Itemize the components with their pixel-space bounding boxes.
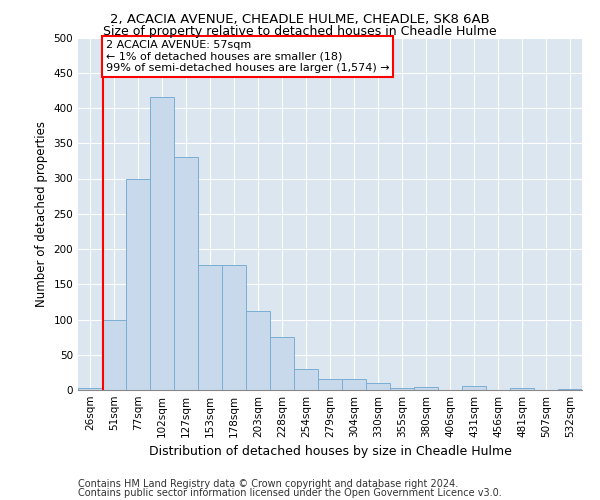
Bar bbox=[318, 380, 342, 390]
Bar bbox=[390, 388, 414, 390]
Bar bbox=[366, 383, 390, 390]
Text: 2 ACACIA AVENUE: 57sqm
← 1% of detached houses are smaller (18)
99% of semi-deta: 2 ACACIA AVENUE: 57sqm ← 1% of detached … bbox=[106, 40, 389, 73]
Text: Size of property relative to detached houses in Cheadle Hulme: Size of property relative to detached ho… bbox=[103, 25, 497, 38]
Bar bbox=[102, 320, 126, 390]
Y-axis label: Number of detached properties: Number of detached properties bbox=[35, 120, 48, 306]
Bar bbox=[342, 380, 366, 390]
Bar bbox=[246, 311, 270, 390]
Bar bbox=[174, 158, 198, 390]
Bar bbox=[198, 264, 222, 390]
Bar bbox=[414, 387, 438, 390]
Bar bbox=[462, 386, 486, 390]
Text: 2, ACACIA AVENUE, CHEADLE HULME, CHEADLE, SK8 6AB: 2, ACACIA AVENUE, CHEADLE HULME, CHEADLE… bbox=[110, 12, 490, 26]
Text: Contains public sector information licensed under the Open Government Licence v3: Contains public sector information licen… bbox=[78, 488, 502, 498]
Bar bbox=[294, 369, 318, 390]
Text: Contains HM Land Registry data © Crown copyright and database right 2024.: Contains HM Land Registry data © Crown c… bbox=[78, 479, 458, 489]
Bar bbox=[222, 264, 246, 390]
Bar bbox=[150, 98, 174, 390]
X-axis label: Distribution of detached houses by size in Cheadle Hulme: Distribution of detached houses by size … bbox=[149, 446, 511, 458]
Bar bbox=[558, 388, 582, 390]
Bar bbox=[78, 388, 102, 390]
Bar bbox=[510, 388, 534, 390]
Bar bbox=[270, 337, 294, 390]
Bar bbox=[126, 178, 150, 390]
